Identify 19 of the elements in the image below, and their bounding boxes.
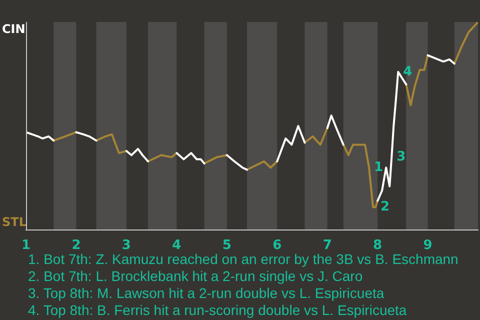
x-tick-label: 6	[272, 238, 282, 254]
annotation: 1	[374, 160, 384, 175]
x-tick-label: 5	[222, 238, 232, 254]
x-tick-label: 8	[373, 238, 382, 254]
text: 1. Bot 7th: Z. Kamuzu reached on an error by the 3B vs B. Eschmann	[28, 251, 458, 268]
x-tick-label: 3	[122, 238, 131, 254]
x-tick-label: 9	[423, 238, 432, 254]
x-tick-label: 7	[322, 238, 332, 254]
text: CIN	[2, 22, 26, 36]
text: STL	[2, 215, 27, 230]
annotation: 3	[396, 150, 406, 165]
x-tick-label: 2	[72, 238, 81, 254]
annotation: 4	[403, 64, 412, 80]
text: 3. Top 8th: M. Lawson hit a 2-run double vs L. Espiricueta	[28, 285, 386, 302]
text: 2. Bot 7th: L. Brocklebank hit a 2-run single vs J. Caro	[28, 268, 364, 285]
text: 4. Top 8th: B. Ferris hit a run-scoring double vs L. Espiricueta	[28, 302, 408, 319]
x-tick-label: 1	[21, 238, 31, 254]
x-tick-label: 4	[172, 238, 182, 254]
annotation: 2	[380, 199, 390, 214]
